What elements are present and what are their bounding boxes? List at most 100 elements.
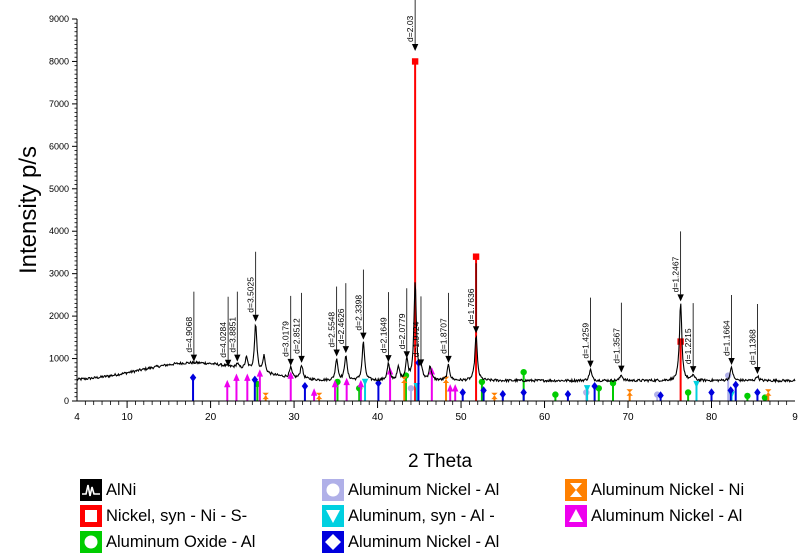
stick-marker — [459, 388, 466, 397]
peak-marker-icon — [417, 359, 425, 367]
stick-marker — [357, 379, 365, 388]
peak-annotation-label: d=4.9068 — [184, 317, 194, 353]
peak-annotation-label: d=1.2467 — [671, 256, 681, 292]
xrd-chart: d=4.9068 d=4.0284 d=3.8851 d=3.5025 d=3.0179… — [15, 0, 798, 472]
stick-marker — [657, 391, 664, 400]
stick-marker — [244, 373, 251, 381]
legend-item-aluminum-nickel-ni[interactable]: Aluminum Nickel - Ni — [565, 478, 744, 502]
stick-marker — [480, 386, 487, 395]
diamond-icon — [322, 531, 344, 553]
y-tick-label: 8000 — [49, 56, 69, 66]
peak-marker-icon — [342, 346, 350, 354]
square-icon — [80, 505, 102, 527]
stick-marker — [732, 380, 739, 390]
stick-marker — [256, 369, 264, 377]
peak-marker-icon — [252, 314, 259, 322]
legend-item-aluminum-nickel-al-2[interactable]: Aluminum Nickel - Al — [322, 530, 499, 554]
peak-annotation-label: d=2.8512 — [292, 318, 302, 354]
peak-marker-icon — [411, 43, 419, 51]
legend-item-aluminum-syn[interactable]: Aluminum, syn - Al - — [322, 504, 495, 528]
x-axis-label: 2 Theta — [408, 451, 473, 472]
x-tick-label: 4 — [74, 412, 80, 423]
x-tick-label: 30 — [289, 412, 301, 423]
stick-marker — [583, 385, 591, 393]
peak-marker-icon — [224, 359, 232, 367]
legend-label: Aluminum Nickel - Al — [348, 532, 500, 551]
stick-marker — [287, 371, 294, 379]
x-tick-label: 60 — [539, 412, 551, 423]
stick-marker — [761, 394, 769, 401]
y-tick-label: 1000 — [49, 354, 69, 364]
stick-marker — [520, 368, 527, 376]
y-tick-label: 6000 — [49, 141, 69, 151]
stick-marker — [343, 377, 350, 386]
legend-label: Aluminum Nickel - Ni — [591, 480, 745, 499]
legend-item-alni[interactable]: AlNi — [80, 478, 136, 502]
stick-marker — [472, 253, 480, 260]
x-tick-label: 10 — [122, 412, 134, 423]
peak-marker-icon — [234, 354, 241, 362]
x-tick-label: 20 — [205, 412, 217, 423]
stick-marker — [452, 384, 459, 392]
peak-annotation-label: d=4.0284 — [218, 322, 228, 358]
peak-annotation-label: d=1.1368 — [747, 329, 757, 365]
stick-marker — [564, 390, 572, 399]
peak-annotation-label: d=1.4259 — [580, 323, 590, 359]
peak-marker-icon — [287, 358, 294, 366]
stick-marker — [754, 388, 761, 397]
legend-item-aluminum-oxide[interactable]: Aluminum Oxide - Al — [80, 530, 255, 554]
peak-marker-icon — [298, 355, 305, 363]
stick-marker — [428, 367, 436, 375]
stick-marker — [331, 379, 339, 388]
stick-marker — [251, 375, 259, 384]
stick-marker — [491, 392, 498, 400]
stick-marker — [361, 378, 369, 387]
stick-marker — [401, 376, 408, 383]
legend-label: Aluminum Nickel - Al — [348, 480, 500, 499]
peak-annotation-label: d=1.7636 — [466, 288, 476, 324]
peak-annotation-label: d=2.0779 — [397, 313, 407, 349]
legend-item-aluminum-nickel-al-1[interactable]: Aluminum Nickel - Al — [322, 478, 499, 502]
triangle-down-icon — [322, 505, 344, 527]
y-ticks: 0 1000 2000 3000 4000 5000 6000 7000 8000 9000 — [49, 14, 77, 406]
stick-marker — [224, 379, 231, 388]
peak-annotation-label: d=2.03 — [405, 15, 415, 42]
peak-marker-icon — [360, 332, 367, 340]
stick-marker — [744, 392, 751, 400]
peak-marker-icon — [587, 360, 594, 368]
stick-marker — [552, 391, 559, 398]
x-ticks: 4 10 20 30 40 50 60 70 80 9 — [74, 401, 798, 423]
peak-marker-icon — [472, 326, 480, 334]
stick-marker — [315, 392, 323, 400]
peak-marker-icon — [689, 366, 697, 374]
stick-marker — [499, 390, 506, 399]
stick-marker — [626, 389, 633, 396]
stick-marker — [411, 58, 419, 65]
y-tick-label: 7000 — [49, 99, 69, 109]
x-tick-label: 70 — [622, 412, 634, 423]
stick-marker — [693, 380, 700, 389]
stick-marker — [727, 386, 734, 395]
y-tick-label: 3000 — [49, 269, 69, 279]
legend-item-nickel-syn[interactable]: Nickel, syn - Ni - S- — [80, 504, 247, 528]
stick-marker — [262, 392, 269, 400]
stick-marker — [310, 388, 318, 396]
stick-marker — [765, 389, 772, 396]
peak-marker-icon — [728, 358, 735, 366]
reference-sticks — [189, 58, 772, 401]
stick-marker — [591, 381, 598, 391]
peak-annotation-label: d=1.8707 — [439, 318, 449, 354]
peak-marker-icon — [190, 354, 198, 362]
stick-marker — [520, 388, 527, 397]
x-tick-label: 40 — [372, 412, 384, 423]
peak-marker-icon — [754, 366, 761, 374]
legend-label: AlNi — [106, 480, 137, 499]
legend-item-aluminum-nickel-al-3[interactable]: Aluminum Nickel - Al — [565, 504, 742, 528]
peak-annotation-label: d=2.3398 — [353, 295, 363, 331]
stick-marker — [233, 373, 240, 381]
y-tick-label: 9000 — [49, 14, 69, 24]
peak-annotation-label: d=1.3567 — [611, 328, 621, 364]
pattern-icon — [80, 479, 102, 501]
peak-annotation-label: d=1.2215 — [683, 328, 693, 364]
stick-marker — [301, 381, 309, 391]
